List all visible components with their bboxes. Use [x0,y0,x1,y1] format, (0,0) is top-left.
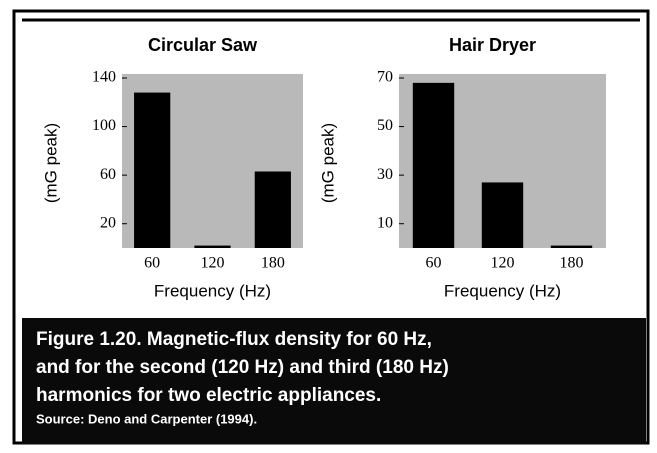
y-tick-label: 70 [377,69,393,86]
y-tick-label: 50 [377,117,393,134]
y-tick-label: 30 [377,166,393,183]
chart-title: Circular Saw [148,35,258,55]
y-tick-label: 60 [100,166,116,183]
y-tick-label: 100 [92,117,116,134]
x-tick-label: 60 [426,255,442,272]
caption-line: harmonics for two electric appliances. [36,385,381,406]
x-tick-label: 120 [491,255,515,272]
bar [134,92,171,248]
caption-box [22,318,646,444]
bar [194,245,231,248]
bar [481,182,524,248]
x-tick-label: 180 [560,255,584,272]
x-axis-label: Frequency (Hz) [154,281,271,300]
caption-line: Figure 1.20. Magnetic-flux density for 6… [36,329,432,350]
bar [550,245,593,248]
y-tick-label: 10 [377,214,393,231]
x-axis-label: Frequency (Hz) [444,281,561,300]
x-tick-label: 120 [201,255,225,272]
y-axis-label: (mG peak) [318,123,337,203]
bar [412,82,455,248]
y-axis-label: (mG peak) [41,123,60,203]
y-tick-label: 140 [92,69,116,86]
caption-source: Source: Deno and Carpenter (1994). [36,411,257,426]
x-tick-label: 60 [144,255,160,272]
x-tick-label: 180 [261,255,285,272]
bar [254,171,291,248]
y-tick-label: 20 [100,214,116,231]
caption-line: and for the second (120 Hz) and third (1… [36,357,449,378]
chart-title: Hair Dryer [449,35,536,55]
